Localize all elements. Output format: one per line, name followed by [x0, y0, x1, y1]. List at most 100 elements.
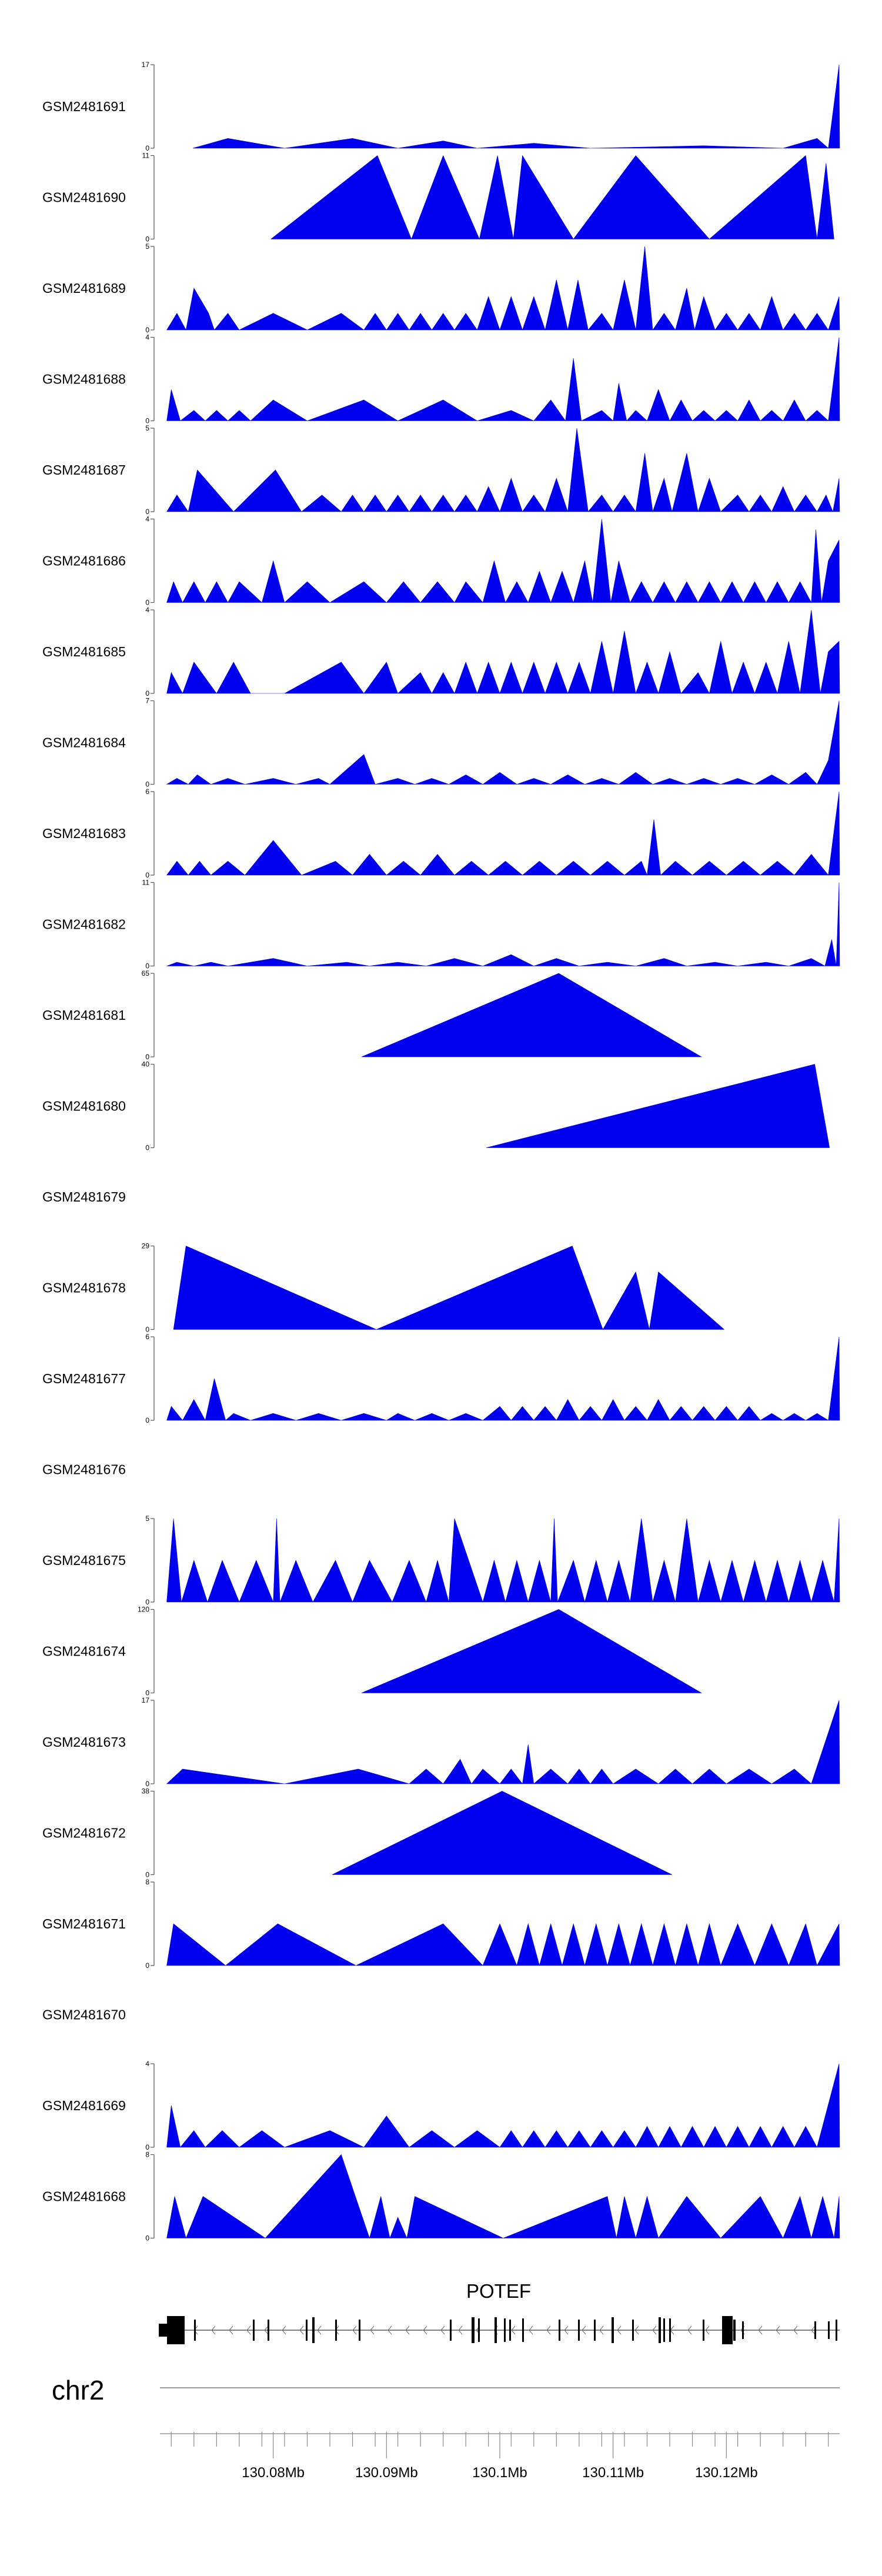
gene-exon — [478, 2318, 480, 2342]
coverage-track: GSM2481680 40 0 — [42, 1060, 830, 1152]
strand-arrow — [352, 2325, 357, 2335]
gene-exon — [559, 2320, 560, 2341]
track-label: GSM2481678 — [42, 1280, 126, 1296]
track-label: GSM2481671 — [42, 1916, 126, 1931]
y-min-label: 0 — [145, 1326, 149, 1334]
coverage-tracks: GSM2481691170GSM2481690110GSM248168950GS… — [42, 61, 840, 2243]
strand-arrow — [776, 2325, 780, 2335]
strand-arrow — [282, 2325, 286, 2335]
gene-exon — [509, 2320, 511, 2341]
gene-exon — [742, 2321, 744, 2339]
genome-axis-label: 130.09Mb — [355, 2465, 418, 2481]
coverage-track: GSM2481670 — [42, 2007, 126, 2023]
strand-arrow — [370, 2325, 375, 2335]
strand-arrow — [529, 2325, 533, 2335]
coverage-track: GSM2481675 5 0 — [42, 1514, 840, 1606]
coverage-track: GSM2481669 4 0 — [42, 2060, 840, 2151]
chromosome-label: chr2 — [52, 2375, 104, 2405]
gene-exon — [194, 2320, 196, 2341]
gene-exon — [312, 2317, 315, 2343]
y-min-label: 0 — [145, 1780, 149, 1788]
gene-exon — [722, 2316, 733, 2344]
track-label: GSM2481690 — [42, 190, 126, 205]
coverage-track: GSM2481684 7 0 — [42, 697, 840, 789]
y-min-label: 0 — [145, 235, 149, 243]
y-max-label: 11 — [142, 152, 150, 160]
y-min-label: 0 — [145, 871, 149, 879]
y-min-label: 0 — [145, 1961, 149, 1970]
y-max-label: 4 — [145, 333, 149, 342]
coverage-track: GSM2481671 8 0 — [42, 1878, 840, 1970]
strand-arrow — [564, 2325, 569, 2335]
y-max-label: 65 — [142, 969, 150, 977]
y-min-label: 0 — [145, 1598, 149, 1606]
y-max-label: 5 — [145, 242, 149, 251]
track-label: GSM2481670 — [42, 2007, 126, 2023]
strand-arrow — [458, 2325, 463, 2335]
track-label: GSM2481684 — [42, 735, 126, 750]
y-max-label: 6 — [145, 788, 149, 796]
track-label: GSM2481680 — [42, 1099, 126, 1114]
coverage-area — [332, 1791, 673, 1875]
strand-arrow — [211, 2325, 216, 2335]
y-max-label: 7 — [145, 697, 149, 705]
coverage-track: GSM2481681 65 0 — [42, 969, 703, 1061]
coverage-track: GSM2481678 29 0 — [42, 1242, 725, 1334]
y-min-label: 0 — [145, 326, 149, 334]
coverage-track: GSM2481688 4 0 — [42, 333, 840, 425]
coverage-area — [166, 337, 840, 422]
coverage-track: GSM2481674 120 0 — [42, 1606, 703, 1697]
y-max-label: 4 — [145, 2060, 149, 2068]
y-min-label: 0 — [145, 962, 149, 970]
coverage-track: GSM2481685 4 0 — [42, 606, 840, 698]
track-label: GSM2481669 — [42, 2098, 126, 2113]
coverage-track: GSM2481668 8 0 — [42, 2151, 840, 2243]
coverage-area — [270, 155, 834, 240]
coverage-area — [166, 791, 840, 876]
y-min-label: 0 — [145, 1053, 149, 1061]
y-max-label: 8 — [145, 2151, 149, 2159]
y-max-label: 17 — [142, 61, 150, 69]
gene-exon — [159, 2324, 167, 2337]
strand-arrow — [546, 2325, 551, 2335]
gene-exon — [612, 2317, 614, 2343]
track-label: GSM2481681 — [42, 1007, 126, 1023]
track-label: GSM2481679 — [42, 1189, 126, 1204]
gene-exon — [578, 2320, 580, 2341]
y-max-label: 4 — [145, 515, 149, 523]
coverage-area — [192, 64, 840, 149]
coverage-track: GSM2481689 5 0 — [42, 242, 840, 334]
y-min-label: 0 — [145, 1689, 149, 1697]
y-max-label: 5 — [145, 424, 149, 432]
track-label: GSM2481687 — [42, 462, 126, 478]
coverage-area — [361, 1609, 703, 1693]
coverage-area — [166, 246, 840, 331]
y-min-label: 0 — [145, 1871, 149, 1879]
coverage-area — [166, 519, 840, 603]
y-max-label: 11 — [142, 879, 150, 887]
gene-model-track: POTEF — [159, 2280, 840, 2344]
strand-arrow — [423, 2325, 427, 2335]
gene-name-label: POTEF — [466, 2280, 531, 2302]
track-label: GSM2481676 — [42, 1462, 126, 1477]
strand-arrow — [652, 2325, 657, 2335]
coverage-area — [486, 1064, 830, 1148]
genome-axis-label: 130.12Mb — [695, 2465, 758, 2481]
y-max-label: 120 — [138, 1606, 149, 1614]
gene-exon — [703, 2320, 704, 2341]
y-min-label: 0 — [145, 2234, 149, 2243]
y-max-label: 8 — [145, 1878, 149, 1886]
y-min-label: 0 — [145, 2143, 149, 2151]
coverage-area — [166, 1923, 840, 1967]
y-min-label: 0 — [145, 144, 149, 152]
y-min-label: 0 — [145, 1416, 149, 1424]
gene-exon — [663, 2318, 665, 2342]
y-max-label: 17 — [142, 1696, 150, 1704]
y-min-label: 0 — [145, 508, 149, 516]
coverage-track: GSM2481690 11 0 — [42, 152, 834, 243]
y-min-label: 0 — [145, 1144, 149, 1152]
gene-exon — [335, 2320, 337, 2341]
coverage-track: GSM2481686 4 0 — [42, 515, 840, 607]
strand-arrow — [405, 2325, 410, 2335]
